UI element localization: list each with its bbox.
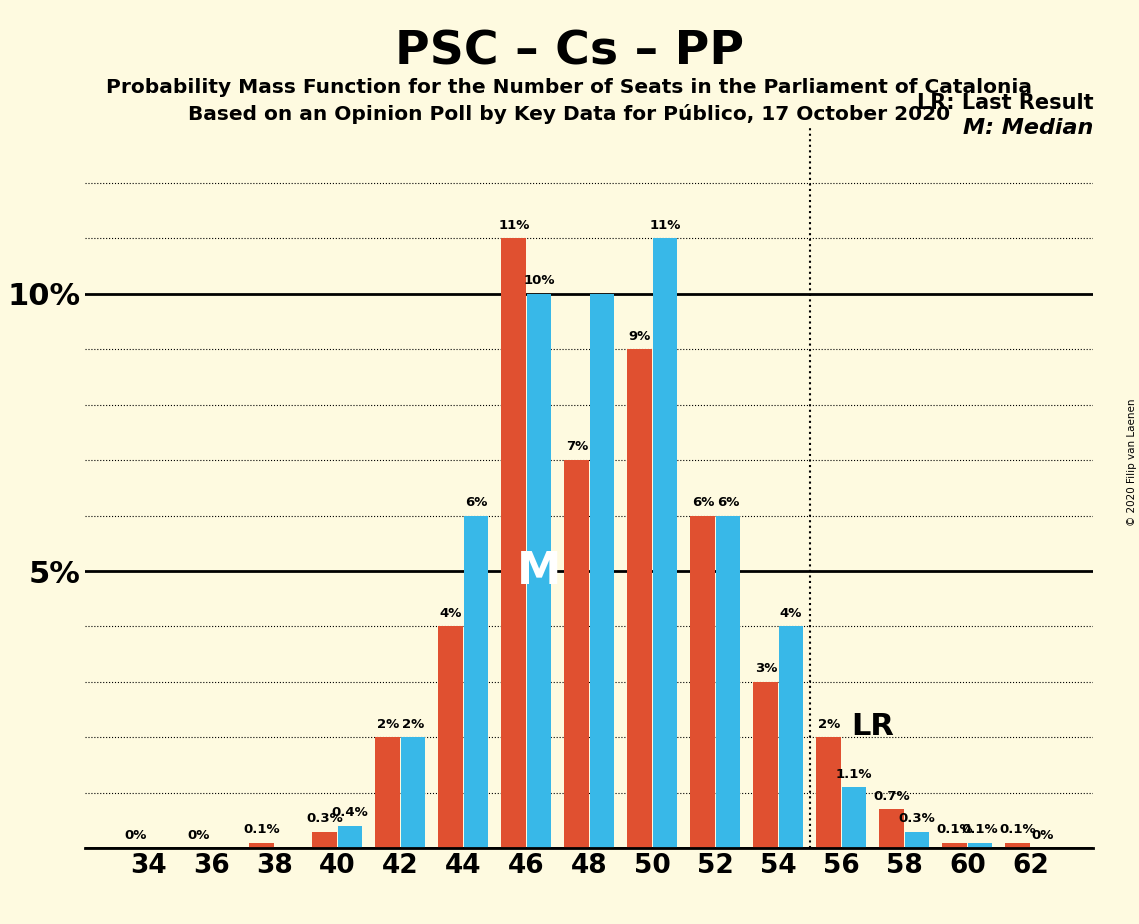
Bar [401,737,425,848]
Text: LR: Last Result: LR: Last Result [917,93,1093,113]
Text: 0.7%: 0.7% [874,790,910,803]
Text: PSC – Cs – PP: PSC – Cs – PP [395,30,744,75]
Text: 1.1%: 1.1% [836,768,872,781]
Text: 6%: 6% [691,496,714,509]
Text: 4%: 4% [780,607,802,620]
Bar [817,737,842,848]
Text: 0%: 0% [124,829,147,842]
Text: 4%: 4% [440,607,462,620]
Text: 0.1%: 0.1% [244,823,280,836]
Text: M: M [517,550,562,592]
Bar [968,843,992,848]
Bar [590,294,614,848]
Bar [715,516,740,848]
Bar [842,787,867,848]
Bar [464,516,489,848]
Text: 0.3%: 0.3% [306,812,343,825]
Text: 2%: 2% [818,718,839,731]
Text: 6%: 6% [716,496,739,509]
Text: M: Median: M: Median [964,118,1093,139]
Bar [249,843,274,848]
Text: © 2020 Filip van Laenen: © 2020 Filip van Laenen [1126,398,1137,526]
Bar [1006,843,1030,848]
Bar [439,626,464,848]
Bar [337,826,362,848]
Bar [501,238,526,848]
Text: 0%: 0% [188,829,210,842]
Bar [653,238,678,848]
Bar [628,349,653,848]
Bar [690,516,715,848]
Text: 0.1%: 0.1% [936,823,973,836]
Text: 0.1%: 0.1% [961,823,999,836]
Text: 0.4%: 0.4% [331,807,368,820]
Bar [879,809,904,848]
Text: 0.3%: 0.3% [899,812,935,825]
Bar [565,460,589,848]
Text: LR: LR [851,711,894,741]
Text: 0%: 0% [1032,829,1055,842]
Text: 11%: 11% [498,219,530,232]
Text: 9%: 9% [629,330,652,343]
Text: 2%: 2% [377,718,399,731]
Bar [312,832,337,848]
Bar [754,682,778,848]
Bar [526,294,551,848]
Bar [376,737,400,848]
Text: 6%: 6% [465,496,487,509]
Text: Probability Mass Function for the Number of Seats in the Parliament of Catalonia: Probability Mass Function for the Number… [107,78,1032,97]
Bar [904,832,929,848]
Bar [779,626,803,848]
Text: Based on an Opinion Poll by Key Data for Público, 17 October 2020: Based on an Opinion Poll by Key Data for… [188,104,951,125]
Text: 3%: 3% [755,663,777,675]
Text: 10%: 10% [523,274,555,287]
Text: 0.1%: 0.1% [1000,823,1036,836]
Text: 7%: 7% [566,441,588,454]
Text: 2%: 2% [402,718,424,731]
Text: 11%: 11% [649,219,681,232]
Bar [942,843,967,848]
